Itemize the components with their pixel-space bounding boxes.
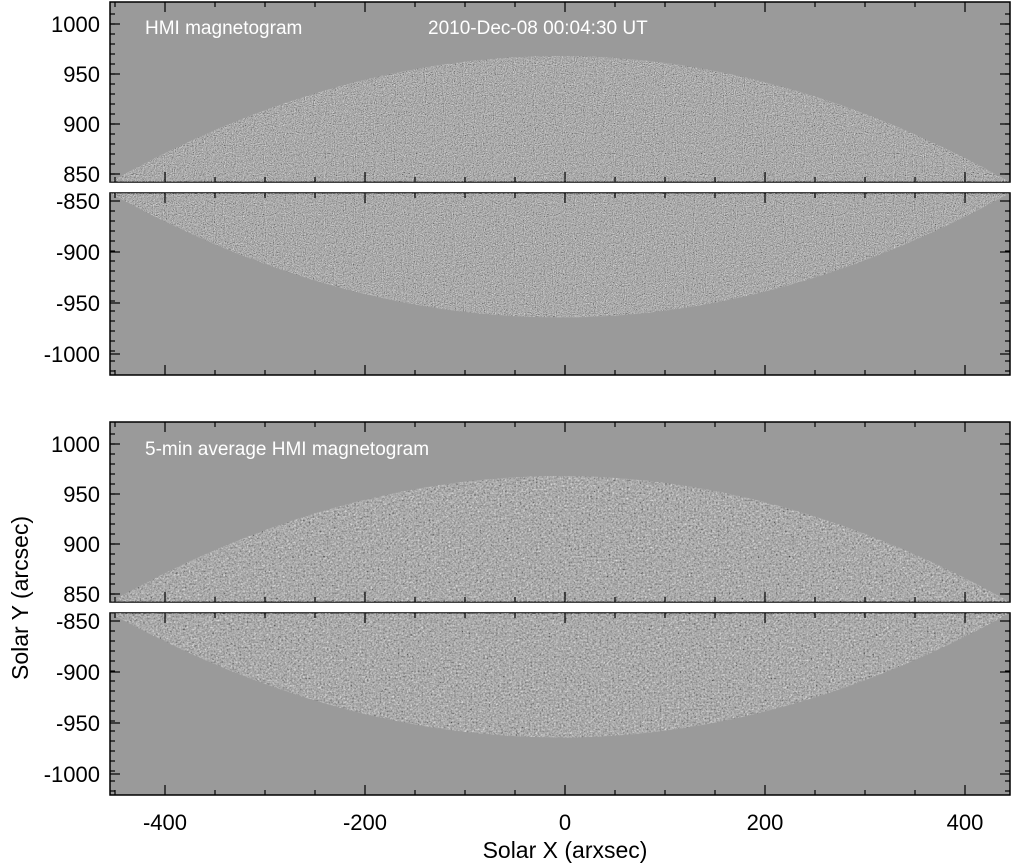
y-tick-label: -850 bbox=[56, 189, 100, 214]
bottom-panel-title: 5-min average HMI magnetogram bbox=[145, 439, 429, 460]
y-tick-label: -1000 bbox=[44, 342, 100, 367]
y-tick-label: 900 bbox=[63, 532, 100, 557]
y-tick-label: -950 bbox=[56, 291, 100, 316]
x-tick-label: -200 bbox=[343, 810, 387, 835]
bottom-south-panel bbox=[109, 612, 1011, 796]
x-tick-label: -400 bbox=[143, 810, 187, 835]
y-tick-label: -900 bbox=[56, 660, 100, 685]
y-tick-label: 1000 bbox=[51, 12, 100, 37]
y-tick-label: -1000 bbox=[44, 762, 100, 787]
y-tick-label: 950 bbox=[63, 62, 100, 87]
y-tick-label: 850 bbox=[63, 162, 100, 187]
y-tick-label: -850 bbox=[56, 609, 100, 634]
bottom-north-panel bbox=[109, 421, 1011, 603]
y-tick-label: 950 bbox=[63, 482, 100, 507]
y-tick-label: 900 bbox=[63, 112, 100, 137]
top-south-panel bbox=[109, 192, 1011, 376]
top-panel-timestamp: 2010-Dec-08 00:04:30 UT bbox=[428, 18, 648, 39]
y-tick-label: -900 bbox=[56, 240, 100, 265]
top-panel-title: HMI magnetogram bbox=[145, 18, 302, 39]
y-tick-label: -950 bbox=[56, 711, 100, 736]
x-tick-label: 400 bbox=[947, 810, 984, 835]
x-tick-label: 0 bbox=[559, 810, 571, 835]
y-axis-title: Solar Y (arcsec) bbox=[7, 516, 33, 680]
y-tick-label: 850 bbox=[63, 582, 100, 607]
y-tick-label: 1000 bbox=[51, 432, 100, 457]
axis-ticks bbox=[110, 2, 1010, 795]
top-north-panel bbox=[109, 1, 1011, 183]
x-axis-title: Solar X (arxsec) bbox=[483, 837, 648, 863]
x-tick-labels: -400 -200 0 200 400 bbox=[143, 810, 983, 835]
y-tick-labels: 10009509008501000950900850-850-900-950-1… bbox=[44, 12, 100, 787]
x-tick-label: 200 bbox=[747, 810, 784, 835]
